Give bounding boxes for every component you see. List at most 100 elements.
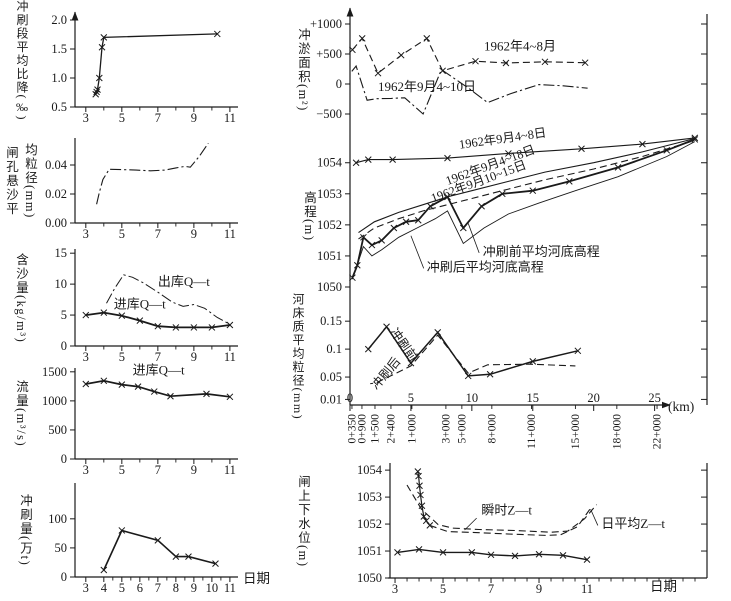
station-label: 1+000 bbox=[406, 414, 418, 444]
marker-x-icon bbox=[364, 156, 372, 163]
x-tick-label: 5 bbox=[119, 463, 125, 477]
x-tick-label: 9 bbox=[191, 350, 197, 364]
y-tick-label: 0.01 bbox=[320, 392, 342, 406]
marker-x-icon bbox=[82, 380, 90, 388]
marker-x-icon bbox=[498, 190, 506, 198]
y-tick-label: 1053 bbox=[357, 490, 382, 504]
plot-discharge: 1500 1000 500 0 3 5 7 9 11 进库Q—t bbox=[42, 363, 238, 477]
y-tick-label: +1000 bbox=[310, 17, 342, 31]
series-1962年4~8月冲淤面积 bbox=[351, 37, 586, 75]
plot-scour-slope: 2.0 1.5 1.0 0.5 3 5 7 9 11 bbox=[51, 11, 238, 125]
marker-x-icon bbox=[581, 59, 589, 67]
station-label: 22+000 bbox=[652, 414, 664, 449]
y-tick-label: 0.04 bbox=[45, 158, 68, 172]
marker-x-icon bbox=[368, 241, 376, 249]
x-tick-label: 3 bbox=[83, 581, 89, 595]
marker-x-icon bbox=[94, 86, 101, 93]
station-label: 0+350 bbox=[346, 414, 358, 444]
x-tick-label: 5 bbox=[408, 391, 414, 405]
series-冲刷段平均比降 bbox=[95, 33, 218, 95]
annotation: 进库Q—t bbox=[133, 363, 185, 378]
annotation: 日平均Z—t bbox=[601, 516, 665, 531]
x-tick-label: 6 bbox=[137, 581, 143, 595]
marker-x-icon bbox=[574, 347, 582, 355]
marker-x-icon bbox=[390, 224, 398, 232]
y-tick-label: 1050 bbox=[317, 280, 342, 294]
y-axis-title-discharge: 流量(m³/s) bbox=[14, 380, 28, 448]
marker-x-icon bbox=[478, 202, 485, 210]
y-axis-title-scour-volume: 冲刷量(万t) bbox=[18, 493, 32, 567]
station-label: 11+000 bbox=[526, 414, 538, 449]
y-tick-label: 0.05 bbox=[320, 370, 342, 384]
marker-x-icon bbox=[397, 51, 405, 59]
series-瞬时水位骤降段 bbox=[417, 471, 431, 526]
series-进库含沙量 bbox=[85, 311, 231, 329]
marker-x-icon bbox=[349, 274, 356, 282]
marker-x-icon bbox=[535, 550, 543, 558]
x-tick-label: 7 bbox=[155, 581, 161, 595]
series-进库流量 bbox=[85, 379, 231, 398]
marker-x-icon bbox=[383, 323, 390, 331]
y-axis-title-gate-water-level: 闸上下水位(m) bbox=[296, 474, 310, 568]
x-tick-label: 9 bbox=[191, 227, 197, 241]
y-axis-title-sediment-concentration: 含沙量(kg/m³) bbox=[14, 252, 28, 344]
y-tick-label: 1051 bbox=[317, 249, 342, 263]
marker-x-icon bbox=[185, 553, 192, 560]
leader-line bbox=[467, 223, 480, 253]
y-tick-label: 2.0 bbox=[51, 13, 67, 27]
marker-x-icon bbox=[352, 159, 360, 167]
marker-x-icon bbox=[487, 551, 495, 559]
x-tick-label: 3 bbox=[83, 111, 89, 125]
marker-x-icon bbox=[100, 34, 108, 41]
marker-x-icon bbox=[639, 140, 646, 148]
x-tick-label: 7 bbox=[155, 111, 161, 125]
annotation: 1962年4~8月 bbox=[484, 38, 556, 53]
x-tick-label: 11 bbox=[224, 350, 236, 364]
marker-x-icon bbox=[420, 513, 428, 520]
x-tick-label: 9 bbox=[191, 463, 197, 477]
y-axis-title-scour-deposition-area: 冲淤面积(m²) bbox=[296, 28, 310, 112]
y-tick-label: −500 bbox=[316, 107, 342, 121]
marker-x-icon bbox=[468, 549, 476, 556]
y-tick-label: 1.0 bbox=[51, 71, 67, 85]
y-axis-arrow-icon bbox=[71, 11, 79, 21]
y-tick-label: 0 bbox=[61, 339, 67, 353]
marker-x-icon bbox=[583, 556, 591, 564]
y-tick-label: 0.5 bbox=[51, 100, 67, 114]
station-label: 8+000 bbox=[486, 414, 498, 444]
marker-x-icon bbox=[82, 311, 90, 319]
marker-x-icon bbox=[118, 527, 126, 534]
marker-x-icon bbox=[423, 35, 431, 42]
station-label: 15+000 bbox=[570, 414, 582, 449]
marker-x-icon bbox=[172, 553, 180, 560]
marker-x-icon bbox=[93, 88, 100, 96]
x-axis-title: (km) bbox=[668, 399, 694, 414]
marker-x-icon bbox=[203, 390, 210, 398]
series-1962年9月4~18日 bbox=[358, 137, 695, 234]
marker-x-icon bbox=[100, 309, 108, 316]
marker-x-icon bbox=[414, 216, 422, 224]
y-tick-label: 5 bbox=[61, 308, 67, 322]
marker-x-icon bbox=[444, 193, 451, 201]
y-tick-label: 1500 bbox=[42, 365, 67, 379]
y-tick-label: 1051 bbox=[357, 544, 382, 558]
y-tick-label: 1054 bbox=[317, 156, 343, 170]
x-tick-label: 7 bbox=[155, 227, 161, 241]
marker-x-icon bbox=[349, 46, 356, 54]
y-tick-label: 1052 bbox=[357, 517, 382, 531]
marker-x-icon bbox=[208, 324, 216, 331]
station-label: 2+400 bbox=[385, 414, 397, 444]
leader-line bbox=[590, 509, 599, 526]
marker-x-icon bbox=[541, 58, 549, 66]
y-tick-label: 1.5 bbox=[51, 42, 67, 56]
marker-x-icon bbox=[415, 472, 422, 480]
marker-x-icon bbox=[472, 57, 479, 65]
marker-x-icon bbox=[394, 549, 401, 556]
series-冲刷后平均河底高程 bbox=[351, 141, 696, 280]
series-1962年9月4~8日水面线 bbox=[355, 137, 695, 164]
x-tick-label: 5 bbox=[119, 111, 125, 125]
marker-x-icon bbox=[118, 312, 126, 320]
plot-scour-volume: 100 50 0 3 4 5 6 7 8 9 10 11 日期 bbox=[48, 483, 270, 595]
